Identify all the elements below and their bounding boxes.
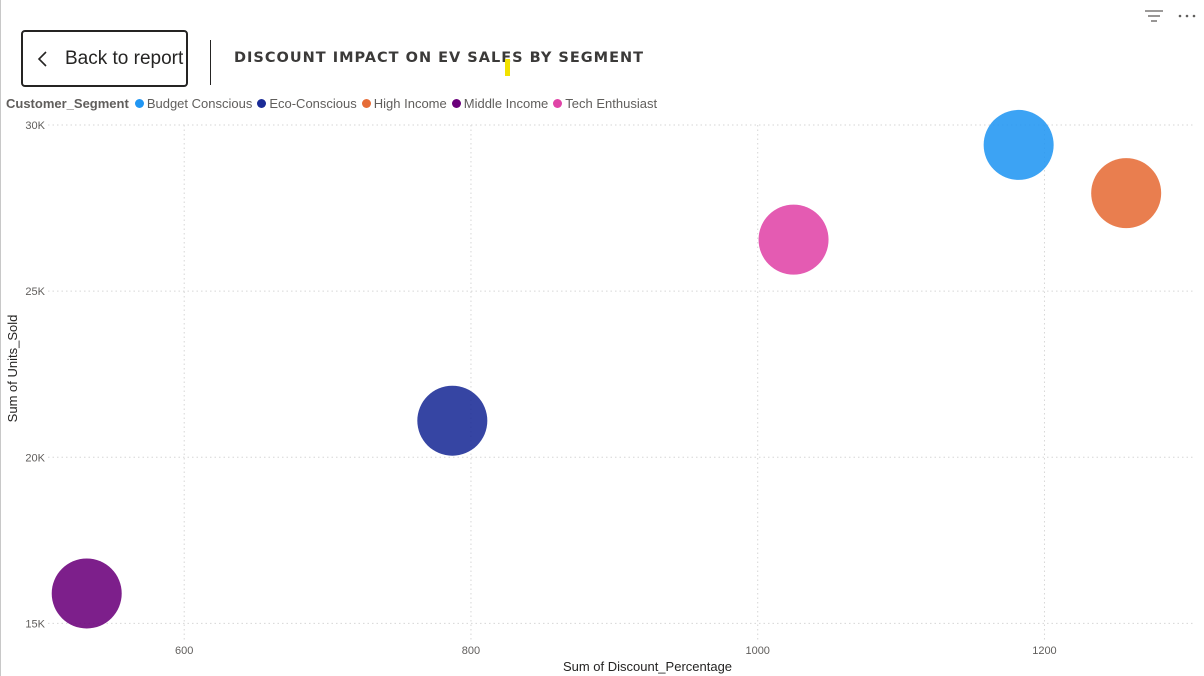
x-tick-label: 800 (462, 645, 480, 657)
x-axis-ticks: 600 800 1000 1200 (175, 645, 1057, 657)
legend-swatch (361, 99, 371, 108)
y-tick-label: 25K (25, 286, 45, 298)
legend-item-tech-enthusiast[interactable]: Tech Enthusiast (553, 96, 657, 111)
legend-item-middle-income[interactable]: Middle Income (451, 96, 549, 111)
legend-swatch (553, 99, 563, 108)
text-cursor-highlight (505, 59, 510, 76)
chart-title: DISCOUNT IMPACT ON EV SALES BY SEGMENT (234, 50, 645, 66)
legend-swatch (257, 99, 267, 108)
y-tick-label: 30K (25, 120, 45, 132)
header-divider (210, 40, 211, 85)
visual-left-border (0, 0, 1, 676)
data-point-budget-conscious[interactable] (983, 109, 1054, 180)
more-options-icon[interactable] (1178, 13, 1196, 19)
x-axis-title: Sum of Discount_Percentage (563, 659, 732, 674)
legend-title: Customer_Segment (6, 96, 129, 111)
legend-label: Eco-Conscious (269, 96, 357, 111)
legend-swatch (134, 99, 144, 108)
legend-item-eco-conscious[interactable]: Eco-Conscious (257, 96, 357, 111)
legend-label: High Income (373, 96, 447, 111)
legend-label: Middle Income (463, 96, 549, 111)
legend-swatch (451, 99, 461, 108)
chart-legend: Customer_Segment Budget Conscious Eco-Co… (6, 96, 662, 111)
legend-label: Tech Enthusiast (565, 96, 658, 111)
chevron-left-icon (29, 49, 57, 69)
filter-icon[interactable] (1144, 8, 1164, 24)
grid-lines (48, 124, 1195, 640)
y-tick-label: 15K (25, 618, 45, 630)
x-tick-label: 600 (175, 645, 193, 657)
data-point-high-income[interactable] (1091, 158, 1162, 229)
back-to-report-button[interactable]: Back to report (21, 30, 188, 87)
data-points (51, 109, 1162, 629)
y-tick-label: 20K (25, 452, 45, 464)
x-tick-label: 1200 (1032, 645, 1056, 657)
data-point-eco-conscious[interactable] (417, 385, 488, 456)
x-tick-label: 1000 (745, 645, 769, 657)
legend-label: Budget Conscious (146, 96, 253, 111)
data-point-middle-income[interactable] (51, 558, 122, 629)
legend-item-high-income[interactable]: High Income (361, 96, 447, 111)
data-point-tech-enthusiast[interactable] (758, 204, 829, 275)
back-to-report-label: Back to report (65, 47, 184, 69)
y-axis-ticks: 15K 20K 25K 30K (25, 120, 45, 630)
y-axis-title: Sum of Units_Sold (5, 315, 20, 423)
legend-item-budget-conscious[interactable]: Budget Conscious (134, 96, 253, 111)
